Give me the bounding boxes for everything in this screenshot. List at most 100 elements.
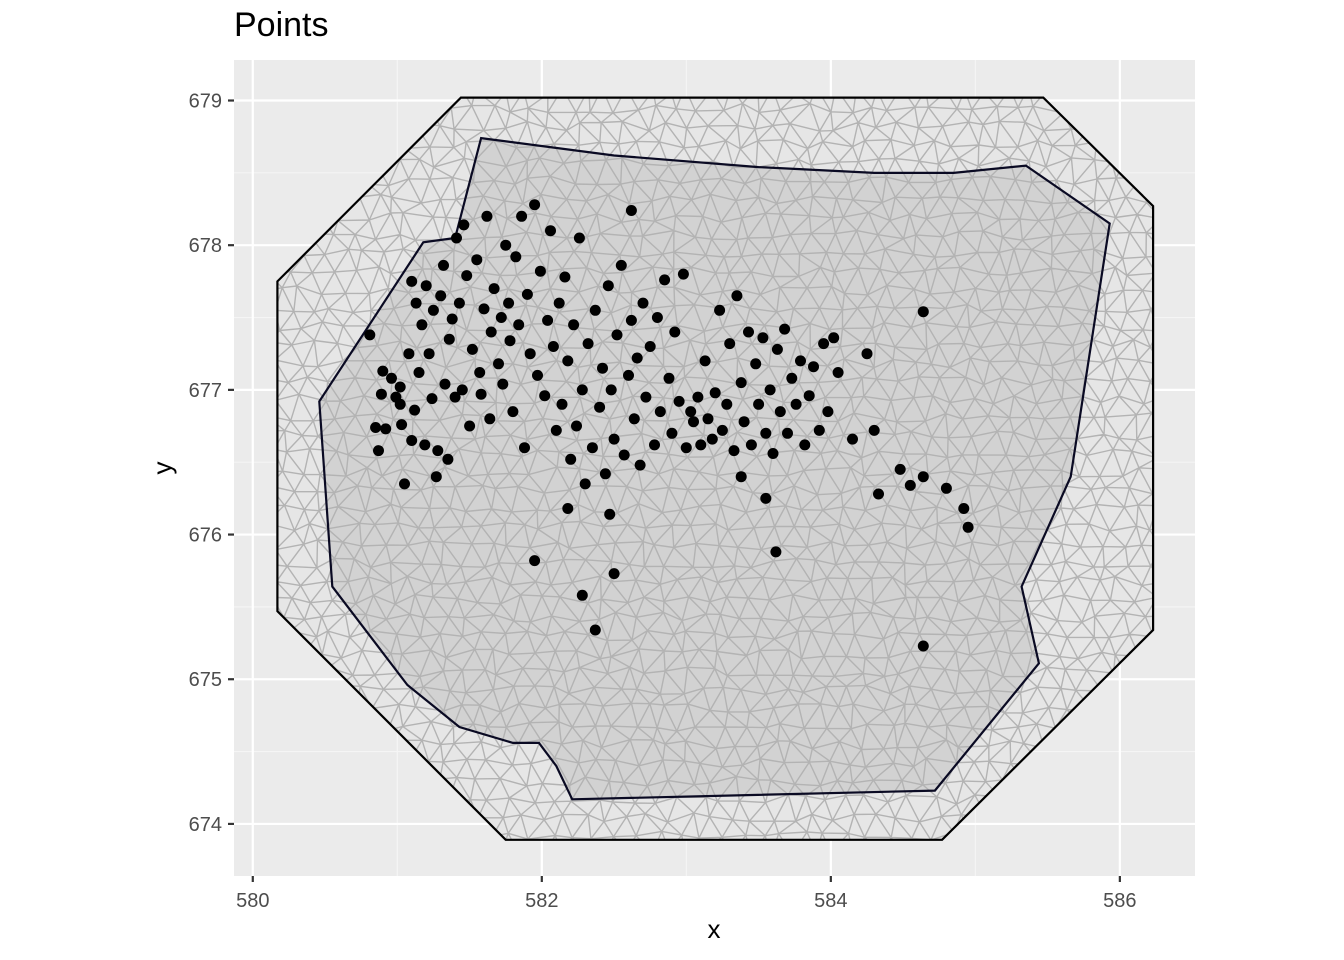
data-point [623,369,634,381]
inner-boundary [318,136,1111,801]
data-point [571,420,582,432]
data-point [699,355,711,367]
data-point [534,265,546,277]
data-point [818,338,830,350]
data-point [962,521,974,533]
data-point [760,427,772,439]
chart-title: Points [234,6,329,44]
data-point [760,492,772,504]
data-point [799,439,811,451]
data-point [808,361,819,373]
data-point [399,478,410,490]
data-point [386,372,397,384]
data-point [495,312,507,323]
data-point [750,358,762,370]
data-point [822,406,834,418]
data-point [832,367,844,378]
data-point [427,304,439,316]
data-point [484,413,496,425]
data-point [504,335,516,347]
data-point [605,384,617,396]
data-point [611,329,623,341]
data-point [673,395,685,407]
data-point [524,348,536,360]
data-point [438,259,449,271]
data-point [771,343,783,355]
data-point [628,413,640,425]
data-point [573,232,585,244]
y-tick-label: 677 [189,380,222,402]
x-axis: 580 582 584 586 [236,876,1137,912]
data-point [680,442,692,454]
data-point [370,422,382,433]
y-tick-label: 678 [189,235,222,257]
data-point [716,424,728,436]
data-point [458,219,470,231]
x-tick-label: 580 [236,890,269,912]
y-tick-label: 675 [189,669,222,691]
data-point [608,568,620,580]
data-point [485,326,497,338]
data-point [757,332,769,344]
data-point [416,319,428,331]
data-point [625,314,637,326]
data-point [461,270,473,282]
data-point [446,313,458,325]
data-point [599,468,611,480]
data-point [714,304,726,316]
data-point [753,398,765,410]
data-point [770,546,782,558]
data-point [419,439,431,451]
data-point [651,312,663,323]
data-point [364,329,376,341]
data-point [503,297,515,309]
data-point [702,413,714,425]
data-point [786,372,798,384]
data-point [507,406,519,418]
data-point [500,239,512,251]
data-point [420,280,432,292]
data-point [735,377,747,389]
data-point [695,439,707,451]
data-point [373,445,384,457]
data-point [669,326,681,338]
data-point [608,433,620,445]
data-point [432,445,444,457]
data-point [521,288,533,300]
data-point [464,420,476,432]
data-point [576,589,588,601]
data-point [589,304,601,316]
data-point [396,419,408,431]
data-point [466,343,478,355]
data-point [516,210,528,222]
x-tick-label: 582 [525,890,558,912]
data-point [430,471,442,483]
data-point [435,290,447,302]
data-point [519,442,530,454]
data-point [529,555,541,567]
data-point [443,333,455,345]
data-point [439,378,451,390]
data-point [576,384,588,396]
data-point [529,199,541,211]
data-point [539,390,551,402]
data-point [677,268,689,280]
data-point [940,482,952,494]
data-point [582,338,594,350]
data-point [550,424,562,436]
y-axis: 674 675 676 677 678 679 [189,91,234,836]
data-point [406,275,418,287]
data-point [594,401,606,413]
data-point [706,433,718,445]
data-point [394,381,406,393]
data-point [873,488,884,500]
data-point [553,297,565,309]
data-point [663,372,675,384]
data-point [545,225,556,237]
data-point [724,338,736,350]
data-point [471,254,483,266]
data-point [813,424,825,436]
data-point [847,433,858,445]
data-point [692,391,704,403]
y-tick-label: 679 [189,91,222,113]
